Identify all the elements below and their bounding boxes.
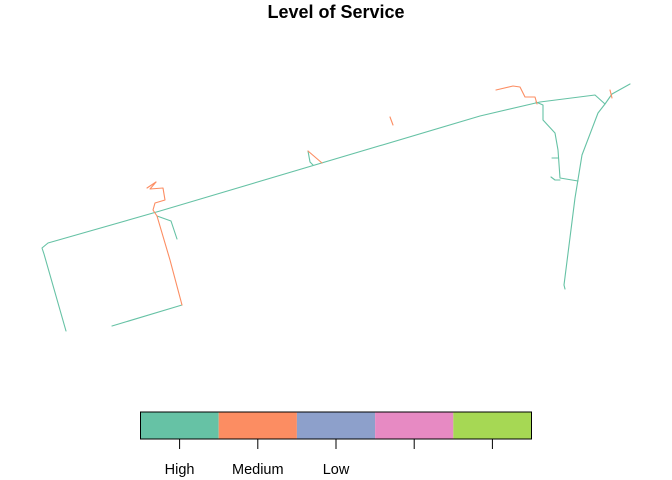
road-segment [156,215,178,240]
road-segment [111,304,183,327]
road-segment [389,116,394,126]
legend-swatch-medium [218,412,297,439]
road-segment [307,150,323,164]
legend-swatch-high [140,412,219,439]
legend-label-medium: Medium [232,462,284,478]
road-segment [563,103,606,290]
legend-ticks [179,439,493,449]
road-segment [307,150,314,166]
map-title: Level of Service [267,2,405,22]
road-segment [550,176,561,181]
road-segment [609,89,613,99]
legend-swatch-low [296,412,376,439]
legend-swatch-level-4 [375,412,454,439]
legend-swatch-level-5 [453,412,532,439]
road-segment [146,181,157,189]
road-segments-medium [146,85,613,306]
road-segment [149,181,183,306]
road-segment [495,85,538,105]
road-segment [535,101,579,182]
legend-label-high: High [165,462,195,478]
legend-label-low: Low [323,462,350,478]
road-segment [41,83,631,332]
legend: High Medium Low [140,411,532,478]
road-segments-high [41,83,631,332]
road-network [41,83,631,332]
